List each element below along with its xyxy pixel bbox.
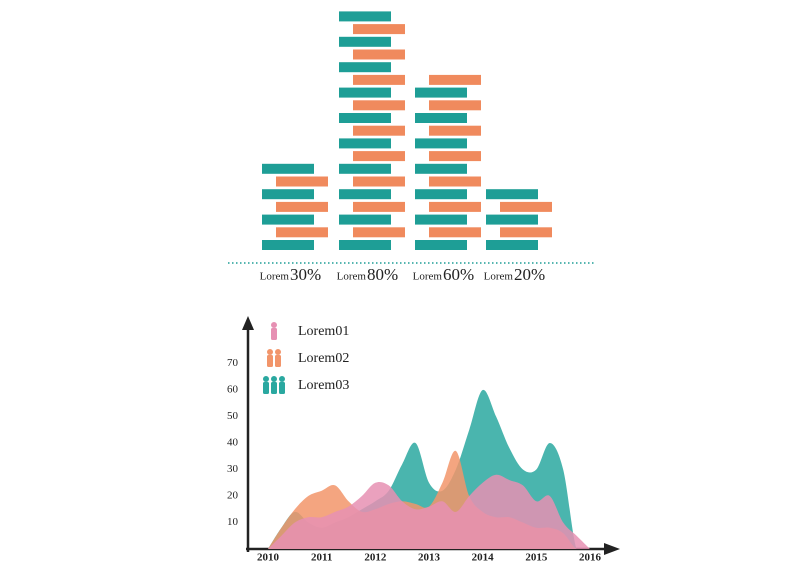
- legend-icon: [279, 382, 285, 394]
- bar-value: 60%: [443, 265, 474, 284]
- brick: [429, 125, 481, 136]
- brick: [339, 62, 391, 73]
- legend-label: Lorem03: [298, 378, 349, 393]
- bar: [486, 189, 552, 250]
- legend-icon: [267, 355, 273, 367]
- brick: [339, 138, 391, 149]
- brick: [262, 214, 314, 225]
- brick: [276, 201, 328, 212]
- brick: [415, 189, 467, 200]
- y-tick-label: 70: [227, 357, 239, 369]
- legend-label: Lorem02: [298, 351, 349, 366]
- brick: [429, 176, 481, 187]
- brick: [353, 125, 405, 136]
- brick: [353, 176, 405, 187]
- bar-label: Lorem: [413, 271, 443, 283]
- x-tick-label: 2011: [311, 552, 332, 564]
- brick: [415, 240, 467, 250]
- brick: [353, 227, 405, 238]
- brick: [415, 163, 467, 174]
- brick: [353, 100, 405, 111]
- brick: [486, 189, 538, 200]
- brick: [500, 201, 552, 212]
- legend-icon: [271, 322, 277, 328]
- brick: [339, 240, 391, 250]
- bar-value: 30%: [290, 265, 321, 284]
- x-tick-label: 2010: [257, 552, 280, 564]
- x-tick-label: 2012: [364, 552, 387, 564]
- brick: [339, 11, 391, 22]
- brick: [429, 100, 481, 111]
- brick: [339, 189, 391, 200]
- brick: [353, 74, 405, 85]
- legend-icon: [271, 382, 277, 394]
- x-arrow: [604, 543, 620, 555]
- brick: [415, 138, 467, 149]
- legend-icon: [263, 382, 269, 394]
- x-tick-label: 2015: [525, 552, 548, 564]
- legend-icon: [267, 349, 273, 355]
- legend-icon: [275, 355, 281, 367]
- y-tick-label: 60: [227, 384, 239, 396]
- bar-label: Lorem: [260, 271, 290, 283]
- brick: [353, 24, 405, 35]
- brick: [339, 163, 391, 174]
- bar-value: 80%: [367, 265, 398, 284]
- legend-icon: [263, 376, 269, 382]
- brick: [276, 227, 328, 238]
- brick: [429, 201, 481, 212]
- y-tick-label: 40: [227, 437, 239, 449]
- bar: [262, 163, 328, 250]
- brick: [262, 240, 314, 250]
- legend-label: Lorem01: [298, 324, 349, 339]
- brick: [339, 214, 391, 225]
- brick: [276, 176, 328, 187]
- brick: [415, 113, 467, 123]
- bar-value: 20%: [514, 265, 545, 284]
- brick: [353, 201, 405, 212]
- brick: [415, 214, 467, 225]
- brick: [353, 49, 405, 60]
- legend-icon: [275, 349, 281, 355]
- bar-label: Lorem: [337, 271, 367, 283]
- brick: [429, 74, 481, 85]
- y-arrow: [242, 316, 254, 330]
- brick: [500, 227, 552, 238]
- brick: [262, 189, 314, 200]
- bar: [339, 11, 405, 250]
- brick: [429, 151, 481, 162]
- y-tick-label: 20: [227, 490, 239, 502]
- brick: [353, 151, 405, 162]
- brick: [429, 227, 481, 238]
- brick: [339, 87, 391, 98]
- brick: [486, 240, 538, 250]
- brick: [486, 214, 538, 225]
- x-tick-label: 2014: [472, 552, 495, 564]
- brick: [339, 113, 391, 123]
- bar-label: Lorem: [484, 271, 514, 283]
- legend-icon: [271, 328, 277, 340]
- y-tick-label: 50: [227, 410, 239, 422]
- legend-icon: [279, 376, 285, 382]
- area: [268, 474, 590, 549]
- bar: [415, 74, 481, 250]
- brick: [415, 87, 467, 98]
- brick: [262, 163, 314, 174]
- y-tick-label: 30: [227, 463, 239, 475]
- legend-icon: [271, 376, 277, 382]
- x-tick-label: 2013: [418, 552, 441, 564]
- x-tick-label: 2016: [579, 552, 602, 564]
- y-tick-label: 10: [227, 516, 239, 528]
- brick: [339, 36, 391, 47]
